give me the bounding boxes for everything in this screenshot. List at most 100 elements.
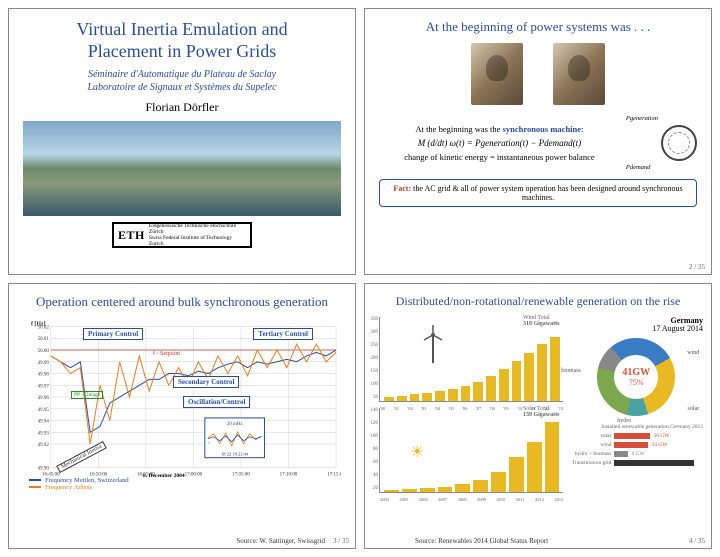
svg-text:49.96: 49.96 — [38, 396, 50, 401]
zurich-photo — [23, 121, 341, 216]
intro-pre: At the beginning was the — [415, 124, 502, 134]
eth-line-2: Swiss Federal Institute of Technology Zu… — [149, 235, 246, 247]
germany-pie-chart: Germany17 August 2014 41GW 75% wind sola… — [569, 317, 703, 417]
bar — [545, 422, 560, 492]
legend-athens: Frequency Athens — [29, 484, 129, 491]
legend-b-text: Frequency Athens — [45, 484, 92, 491]
bar — [384, 490, 399, 492]
bar — [422, 393, 432, 401]
slide-2-title: At the beginning of power systems was . … — [379, 19, 697, 35]
title-line-1: Virtual Inertia Emulation and — [76, 19, 287, 39]
intro-bold: synchronous machine — [503, 124, 581, 134]
slide-renewables: Distributed/non-rotational/renewable gen… — [364, 283, 712, 550]
presentation-title: Virtual Inertia Emulation and Placement … — [23, 19, 341, 62]
legend-a-text: Frequency Mettlen, Switzerland — [45, 477, 129, 484]
solar-x-axis: 2004200520062007200820092010201120122013 — [380, 497, 563, 502]
author-name: Florian Dörfler — [23, 100, 341, 115]
solar-y-axis: 14012010080604020 — [366, 408, 378, 492]
source-text: Source: W. Sattinger, Swissgrid — [236, 537, 325, 545]
subtitle-line-2: Laboratoire de Signaux et Systèmes du Su… — [87, 82, 276, 93]
intro-line: At the beginning was the synchronous mac… — [379, 124, 620, 134]
bar — [461, 386, 471, 401]
pie-label-wind: wind — [687, 350, 699, 356]
bar — [410, 394, 420, 400]
p-generation-label: Pgeneration — [626, 115, 658, 122]
bar — [499, 369, 509, 401]
svg-text:17:10:00: 17:10:00 — [280, 472, 298, 477]
svg-text:49.93: 49.93 — [38, 431, 50, 436]
hbar-row: solar36 GW — [569, 433, 703, 439]
wind-bar-chart: Wind Total318 Gigawatts 3503002502001501… — [379, 317, 563, 402]
bar — [397, 396, 407, 401]
date-note: 8. December 2004 — [143, 473, 185, 479]
outage-label: PP - Outage — [71, 391, 103, 399]
bar — [438, 487, 453, 492]
wind-bars — [380, 331, 563, 401]
bar — [537, 344, 547, 401]
pie-label-solar: solar — [688, 406, 700, 412]
svg-text:49.95: 49.95 — [38, 407, 50, 412]
hbar-row: Transmission grid — [569, 460, 703, 466]
portrait-row — [379, 43, 697, 105]
page-number: 2 / 35 — [689, 263, 705, 271]
bar — [527, 442, 542, 492]
hbar-row: wind34 GW — [569, 442, 703, 448]
svg-text:50.01: 50.01 — [38, 337, 50, 342]
solar-bars — [380, 422, 563, 492]
fact-label: Fact: — [393, 184, 411, 193]
bar-charts-column: Wind Total318 Gigawatts 3503002502001501… — [379, 317, 563, 502]
bar — [384, 397, 394, 400]
setpoint-label: f - Setpoint — [153, 351, 180, 357]
pie-center: 41GW 75% — [614, 355, 658, 399]
frequency-chart: 49.9049.9249.9349.9449.9549.9649.9749.98… — [23, 318, 341, 493]
pie-donut: 41GW 75% wind solar hydro biomass — [597, 338, 675, 416]
bar — [473, 382, 483, 401]
eth-logo: ETH Eidgenössische Technische Hochschule… — [112, 222, 252, 248]
pie-title: Germany17 August 2014 — [652, 317, 703, 335]
slide-4-title: Distributed/non-rotational/renewable gen… — [379, 294, 697, 309]
slide-4-grid: Wind Total318 Gigawatts 3503002502001501… — [379, 317, 697, 502]
bar — [550, 337, 560, 401]
p-demand-label: Pdemand — [626, 164, 658, 171]
solar-bar-chart: ☀ Solar Total139 Gigawatts 1401201008060… — [379, 408, 563, 493]
bar — [509, 457, 524, 492]
balance-text: change of kinetic energy = instantaneous… — [379, 152, 620, 162]
bar — [455, 484, 470, 492]
right-column: Germany17 August 2014 41GW 75% wind sola… — [569, 317, 703, 502]
bar — [473, 480, 488, 492]
bar — [420, 488, 435, 492]
hbar-title: Installed renewable generation Germany 2… — [569, 424, 703, 430]
solar-chart-title: Solar Total139 Gigawatts — [523, 406, 560, 418]
eth-mark: ETH — [118, 228, 145, 243]
windmill-icon — [420, 325, 446, 365]
slide-title: Virtual Inertia Emulation and Placement … — [8, 8, 356, 275]
svg-text:49.94: 49.94 — [38, 419, 50, 424]
wind-y-axis: 35030025020015010050 — [366, 317, 378, 401]
oscillation-control-label: Oscillation/Control — [183, 396, 250, 408]
svg-text:18:22 18:23:44: 18:22 18:23:44 — [221, 451, 249, 456]
svg-text:49.99: 49.99 — [38, 360, 50, 365]
bar — [402, 489, 417, 492]
svg-text:17:15:00: 17:15:00 — [327, 472, 341, 477]
svg-text:17:05:00: 17:05:00 — [232, 472, 250, 477]
rotor-labels: Pgeneration Pdemand — [626, 115, 658, 171]
westinghouse-portrait — [553, 43, 605, 105]
svg-text:f [Hz]: f [Hz] — [31, 321, 46, 327]
primary-control-label: Primary Control — [83, 328, 143, 340]
rotor-icon — [661, 125, 697, 161]
hbar-chart: solar36 GW wind34 GW hydro + biomass8 GW Tr… — [569, 433, 703, 466]
page-number: 3 / 35 — [333, 537, 349, 545]
svg-text:50.00: 50.00 — [38, 349, 50, 354]
secondary-control-label: Secondary Control — [173, 376, 239, 388]
presentation-subtitle: Séminaire d'Automatique du Plateau de Sa… — [23, 68, 341, 94]
bar — [486, 376, 496, 400]
tesla-portrait — [471, 43, 523, 105]
bar — [524, 353, 534, 401]
eth-line-1: Eidgenössische Technische Hochschule Zür… — [149, 223, 246, 235]
intro-post: : — [581, 124, 583, 134]
svg-text:20 mHz: 20 mHz — [227, 421, 244, 426]
sun-icon: ☀ — [410, 442, 424, 462]
eth-subtitle: Eidgenössische Technische Hochschule Zür… — [149, 223, 246, 247]
source-text: Source: Renewables 2014 Global Status Re… — [415, 537, 548, 545]
hbar-row: hydro + biomass8 GW — [569, 451, 703, 457]
